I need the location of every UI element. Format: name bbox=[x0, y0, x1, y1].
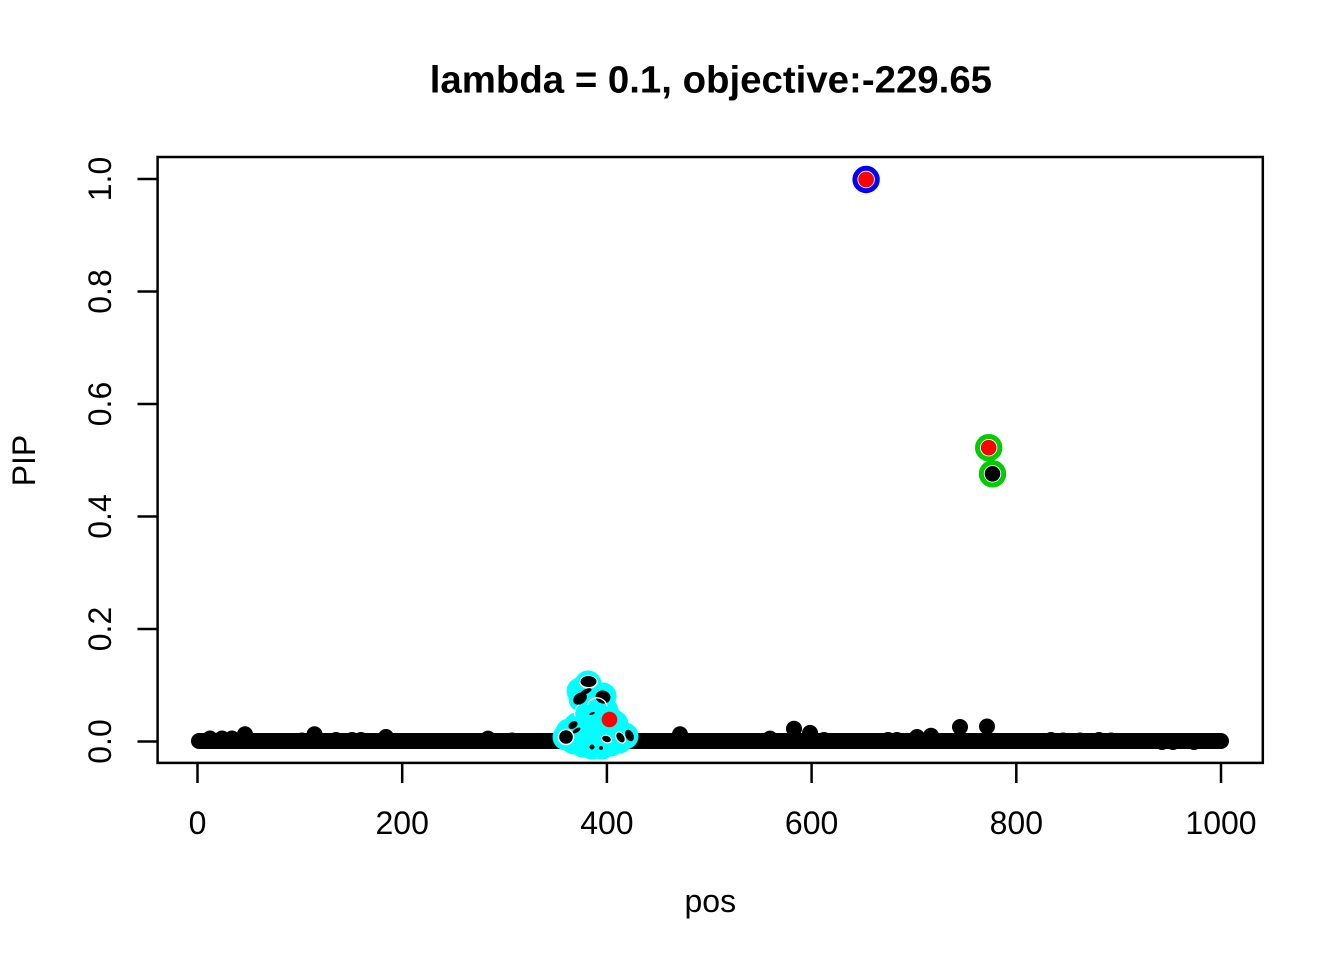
svg-text:800: 800 bbox=[990, 805, 1043, 841]
svg-text:1.0: 1.0 bbox=[82, 157, 118, 201]
svg-text:0.0: 0.0 bbox=[82, 719, 118, 763]
svg-text:PIP: PIP bbox=[6, 435, 42, 487]
svg-text:0.8: 0.8 bbox=[82, 269, 118, 313]
svg-text:0.2: 0.2 bbox=[82, 607, 118, 651]
svg-text:600: 600 bbox=[785, 805, 838, 841]
svg-text:400: 400 bbox=[580, 805, 633, 841]
svg-text:1000: 1000 bbox=[1185, 805, 1256, 841]
svg-text:0: 0 bbox=[189, 805, 207, 841]
svg-text:0.6: 0.6 bbox=[82, 382, 118, 426]
svg-text:200: 200 bbox=[376, 805, 429, 841]
svg-text:lambda = 0.1, objective:-229.6: lambda = 0.1, objective:-229.65 bbox=[430, 59, 992, 102]
svg-text:0.4: 0.4 bbox=[82, 494, 118, 538]
svg-text:pos: pos bbox=[685, 883, 737, 919]
